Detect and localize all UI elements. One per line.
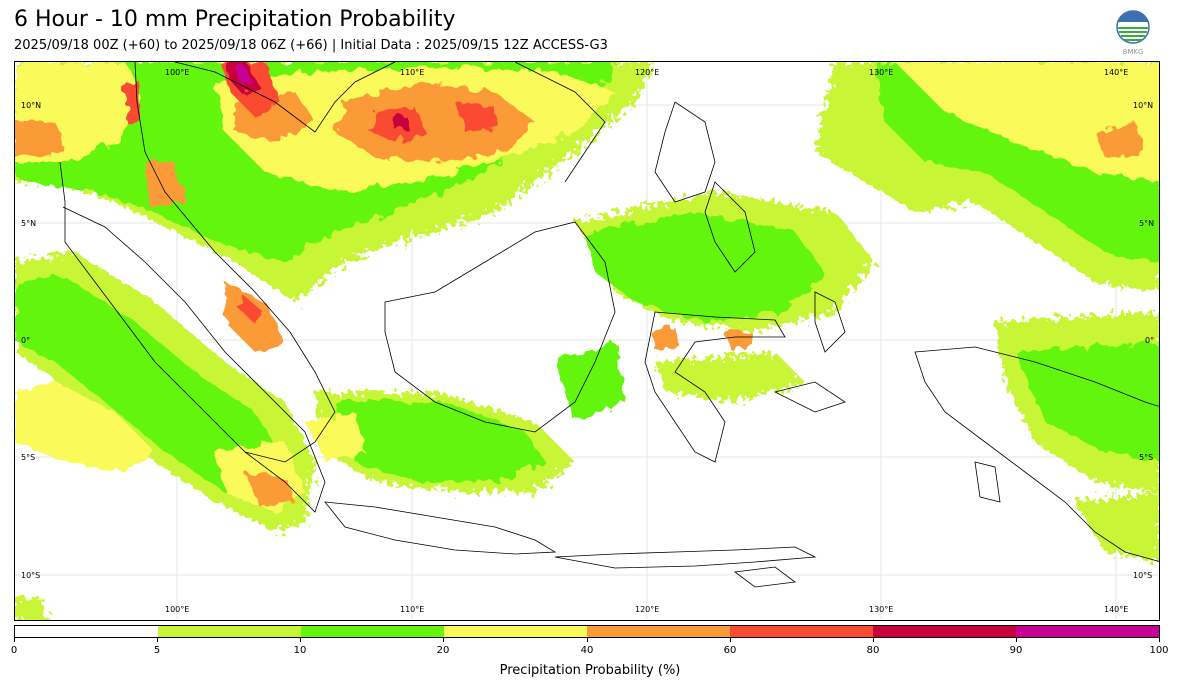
map-canvas	[15, 62, 1159, 620]
bmkg-logo-icon: BMKG	[1116, 10, 1150, 56]
lon-label-top: 100°E	[165, 68, 190, 77]
lon-label-top: 110°E	[400, 68, 425, 77]
chart-subtitle: 2025/09/18 00Z (+60) to 2025/09/18 06Z (…	[14, 38, 608, 53]
colorbar-tick-label: 10	[293, 645, 307, 656]
colorbar-tick-mark	[1159, 638, 1160, 642]
bmkg-logo: BMKG	[1114, 10, 1152, 56]
colorbar-tick-label: 20	[436, 645, 450, 656]
coastlines	[59, 62, 1159, 588]
lat-label-left: 5°S	[21, 453, 36, 462]
lon-label-bottom: 120°E	[635, 605, 660, 614]
colorbar-tick-label: 100	[1149, 645, 1169, 656]
chart-title: 6 Hour - 10 mm Precipitation Probability	[14, 7, 456, 32]
colorbar-tick-label: 5	[153, 645, 161, 656]
lat-label-left: 10°S	[21, 571, 41, 580]
colorbar-segment	[587, 626, 730, 637]
bmkg-logo-text: BMKG	[1123, 48, 1144, 56]
lon-label-bottom: 110°E	[400, 605, 425, 614]
colorbar-tick-label: 0	[10, 645, 18, 656]
colorbar-segment	[873, 626, 1016, 637]
lat-label-right: 0°	[1145, 336, 1155, 345]
colorbar-tick-label: 60	[723, 645, 737, 656]
colorbar-tick-mark	[443, 638, 444, 642]
lat-label-left: 5°N	[21, 219, 37, 228]
lat-label-left: 10°N	[21, 101, 42, 110]
lat-label-right: 5°N	[1139, 219, 1155, 228]
lon-label-bottom: 140°E	[1104, 605, 1129, 614]
precipitation-map: 100°E 110°E 120°E 130°E 140°E 100°E 110°…	[14, 61, 1160, 621]
colorbar-tick-mark	[1016, 638, 1017, 642]
colorbar	[14, 625, 1160, 638]
probability-90-100-layer	[235, 66, 251, 84]
lon-label-top: 120°E	[635, 68, 660, 77]
colorbar-tick-label: 90	[1009, 645, 1023, 656]
colorbar-label: Precipitation Probability (%)	[499, 663, 681, 678]
lat-label-right: 10°S	[1133, 571, 1153, 580]
lon-label-bottom: 100°E	[165, 605, 190, 614]
lon-label-bottom: 130°E	[869, 605, 894, 614]
colorbar-segment	[15, 626, 158, 637]
colorbar-segment	[158, 626, 301, 637]
lat-label-right: 10°N	[1133, 101, 1154, 110]
colorbar-tick-mark	[730, 638, 731, 642]
colorbar-segment	[1016, 626, 1159, 637]
colorbar-tick-label: 40	[580, 645, 594, 656]
colorbar-tick-mark	[587, 638, 588, 642]
lat-label-left: 0°	[21, 336, 31, 345]
colorbar-tick-mark	[157, 638, 158, 642]
colorbar-tick-label: 80	[866, 645, 880, 656]
lon-label-top: 130°E	[869, 68, 894, 77]
colorbar-tick-mark	[14, 638, 15, 642]
colorbar-segment	[730, 626, 873, 637]
colorbar-segment	[444, 626, 587, 637]
colorbar-tick-mark	[873, 638, 874, 642]
lat-label-right: 5°S	[1139, 453, 1154, 462]
colorbar-segment	[301, 626, 444, 637]
colorbar-tick-mark	[300, 638, 301, 642]
lon-label-top: 140°E	[1104, 68, 1129, 77]
